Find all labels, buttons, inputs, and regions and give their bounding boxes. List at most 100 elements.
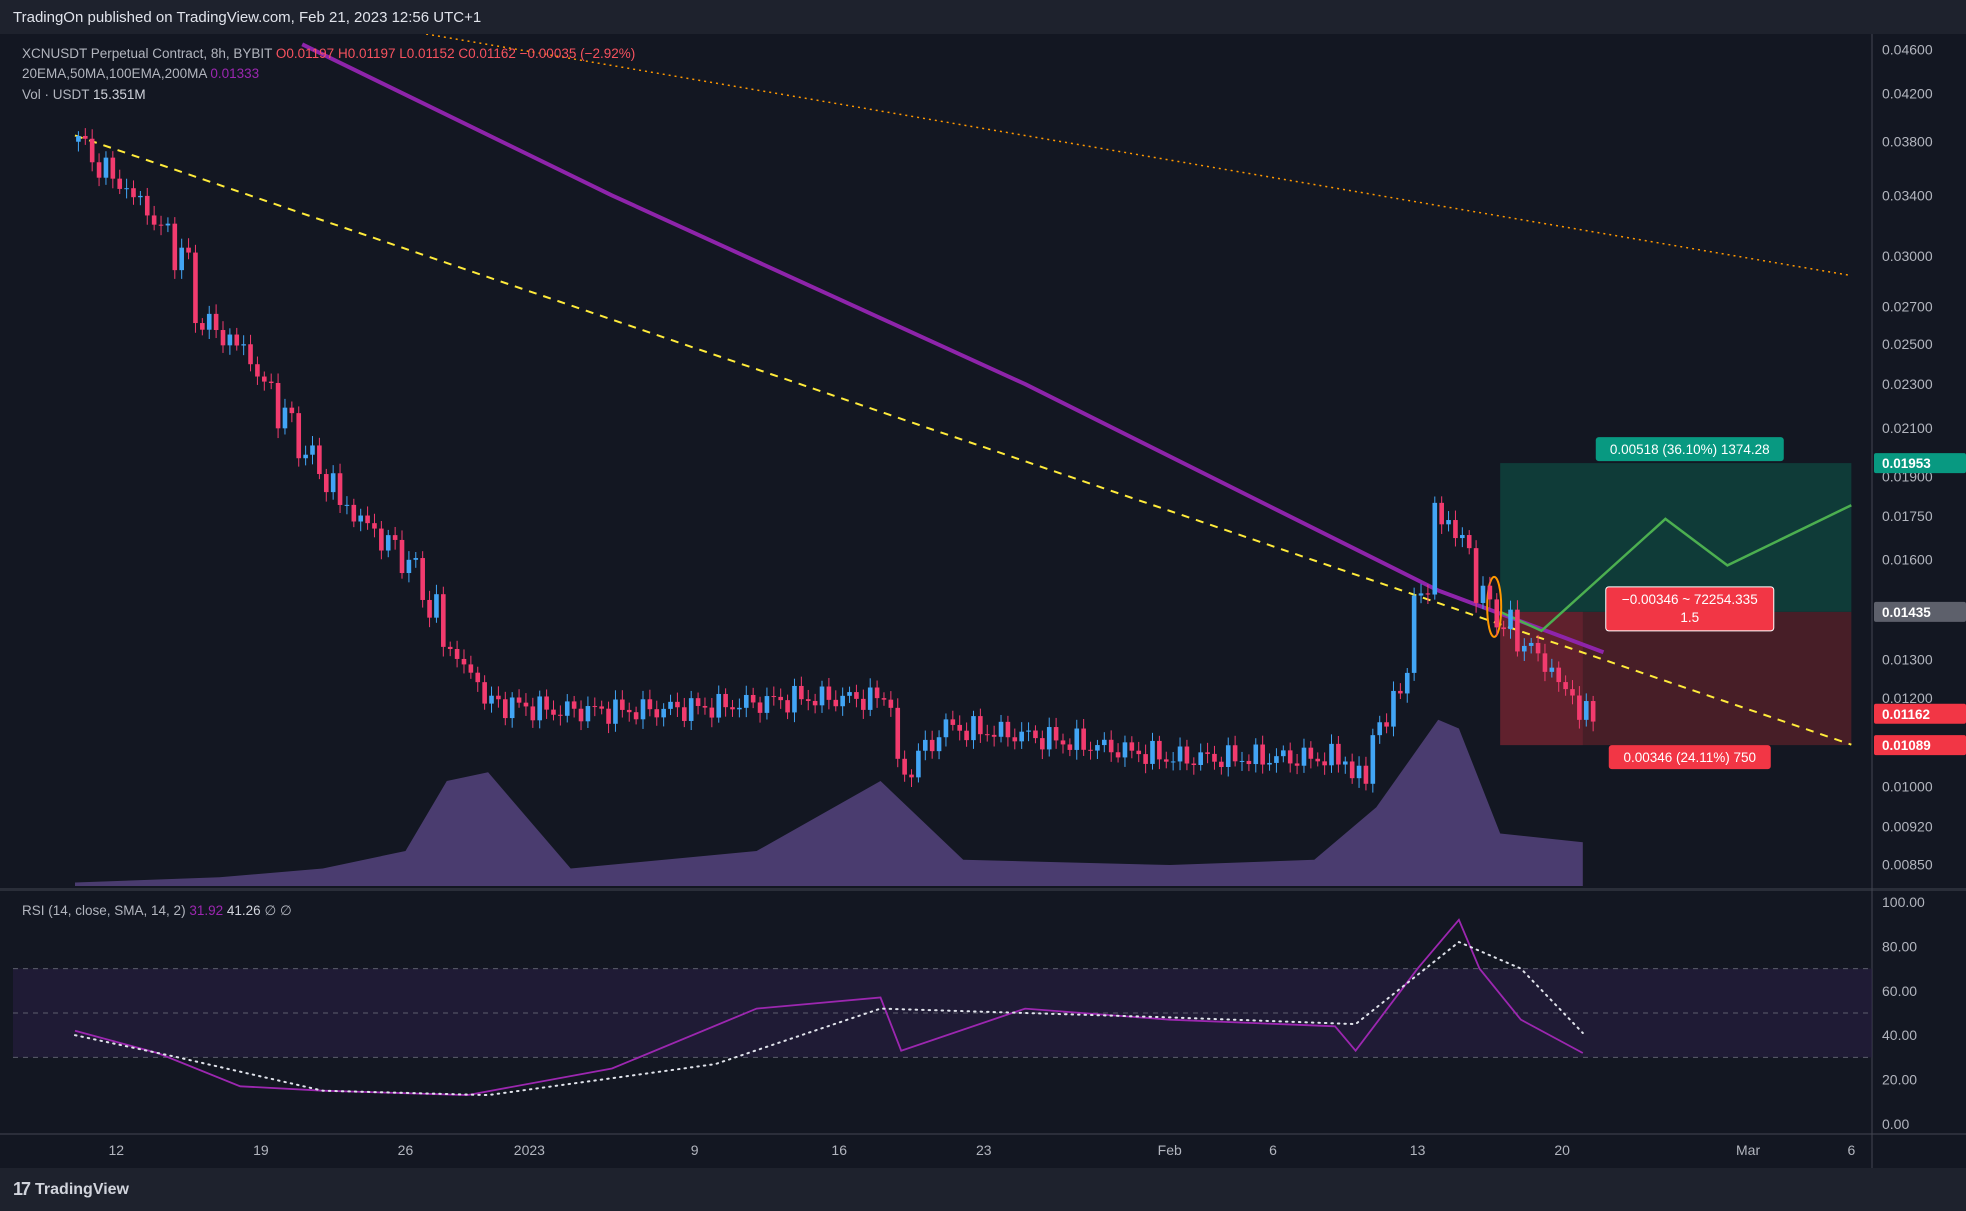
candle-body xyxy=(1377,722,1383,736)
candle-body xyxy=(599,706,604,709)
candle-body xyxy=(1315,758,1321,762)
time-tick-label: 23 xyxy=(976,1142,992,1158)
candle-body xyxy=(1542,653,1548,672)
time-tick-label: Feb xyxy=(1158,1142,1182,1158)
candle-body xyxy=(441,594,446,647)
candle-body xyxy=(509,697,515,719)
candle-body xyxy=(626,709,632,713)
candle-body xyxy=(454,648,460,659)
candle-body xyxy=(867,687,873,710)
stop-price-tag: 0.01089 xyxy=(1882,738,1931,753)
candle-body xyxy=(206,313,212,330)
rsi-tick-label: 60.00 xyxy=(1882,983,1917,999)
candle-body xyxy=(929,739,935,752)
candle-body xyxy=(447,646,453,649)
candle-body xyxy=(248,344,253,365)
candle-body xyxy=(998,721,1004,737)
candle-body xyxy=(379,528,384,551)
candle-body xyxy=(200,323,205,330)
candle-body xyxy=(296,413,302,459)
candle-body xyxy=(1253,744,1259,765)
candle-body xyxy=(909,774,914,778)
candle-body xyxy=(1095,745,1100,751)
candle-body xyxy=(289,407,295,414)
candle-body xyxy=(1026,730,1031,732)
risk-reward-label-bg xyxy=(1605,586,1775,632)
rsi-tick-label: 80.00 xyxy=(1882,938,1917,954)
price-tick-label: 0.00920 xyxy=(1882,819,1933,835)
candle-body xyxy=(716,693,722,718)
candle-body xyxy=(117,178,123,189)
candle-body xyxy=(1453,520,1458,539)
footer-bar: 17 TradingView xyxy=(0,1168,1966,1211)
candle-body xyxy=(730,707,735,710)
candle-body xyxy=(1184,746,1190,764)
candle-body xyxy=(1212,753,1217,762)
candle-body xyxy=(895,707,901,759)
candle-body xyxy=(1232,745,1238,762)
trend-line-dotted xyxy=(425,34,1852,277)
candle-body xyxy=(1274,756,1279,763)
candle-body xyxy=(523,702,529,707)
candle-body xyxy=(1088,749,1093,751)
candle-body xyxy=(888,699,894,708)
rsi-tick-label: 40.00 xyxy=(1882,1027,1917,1043)
volume-label: Vol · USDT xyxy=(22,87,90,102)
candle-body xyxy=(144,195,150,216)
target-price-tag-bg xyxy=(1874,453,1966,474)
candle-body xyxy=(654,709,660,718)
candle-body xyxy=(585,706,591,722)
candle-body xyxy=(1081,728,1086,750)
time-tick-label: 20 xyxy=(1554,1142,1570,1158)
candle-body xyxy=(1391,690,1396,727)
candle-body xyxy=(943,719,949,738)
candle-body xyxy=(262,376,267,382)
time-tick-label: 19 xyxy=(253,1142,269,1158)
price-tick-label: 0.01750 xyxy=(1882,508,1933,524)
candle-body xyxy=(1460,535,1465,539)
candles xyxy=(76,128,1596,793)
candle-body xyxy=(833,699,839,707)
price-chart[interactable]: 0.04600 0.04200 0.03800 0.03400 0.03000 0.027… xyxy=(0,34,1966,1168)
brand-name[interactable]: TradingView xyxy=(35,1180,129,1198)
published-text: TradingOn published on TradingView.com, … xyxy=(13,9,482,26)
candle-body xyxy=(1225,745,1231,767)
time-tick-label: Mar xyxy=(1736,1142,1760,1158)
price-tick-label: 0.02100 xyxy=(1882,420,1933,436)
candle-body xyxy=(1342,761,1348,765)
candle-body xyxy=(764,696,770,713)
candle-body xyxy=(268,381,274,383)
rsi-pane xyxy=(13,918,1872,1097)
time-tick-label: 12 xyxy=(108,1142,124,1158)
candle-body xyxy=(1329,743,1334,766)
ma-legend[interactable]: 20EMA,50MA,100EMA,200MA 0.01333 xyxy=(22,66,259,81)
candle-body xyxy=(922,739,928,751)
candle-body xyxy=(406,559,412,574)
time-tick-label: 13 xyxy=(1410,1142,1426,1158)
rsi-sma-value: 41.26 xyxy=(226,903,261,918)
candle-body xyxy=(1446,520,1451,525)
price-tick-label: 0.04600 xyxy=(1882,41,1933,57)
candle-body xyxy=(1570,689,1575,696)
candle-body xyxy=(799,685,804,700)
candle-body xyxy=(1480,585,1486,603)
candle-body xyxy=(1294,763,1300,766)
rsi-extra: ∅ ∅ xyxy=(264,903,292,918)
candle-body xyxy=(1356,765,1362,779)
trend-line-dashed xyxy=(74,134,1852,746)
rsi-value: 31.92 xyxy=(189,903,224,918)
candle-body xyxy=(785,700,790,713)
price-tick-label: 0.03000 xyxy=(1882,248,1933,264)
rsi-legend[interactable]: RSI (14, close, SMA, 14, 2) 31.92 41.26 … xyxy=(22,903,292,919)
candle-body xyxy=(434,594,439,618)
candle-body xyxy=(282,407,288,429)
candle-body xyxy=(1005,721,1011,738)
candle-body xyxy=(358,515,364,522)
candle-body xyxy=(1102,739,1107,746)
rsi-tick-label: 20.00 xyxy=(1882,1072,1917,1088)
candle-body xyxy=(792,685,797,713)
volume-legend[interactable]: Vol · USDT 15.351M xyxy=(22,87,146,102)
candle-body xyxy=(709,707,715,718)
candle-body xyxy=(1205,752,1210,754)
symbol-name: XCNUSDT Perpetual Contract, 8h, BYBIT xyxy=(22,46,273,61)
